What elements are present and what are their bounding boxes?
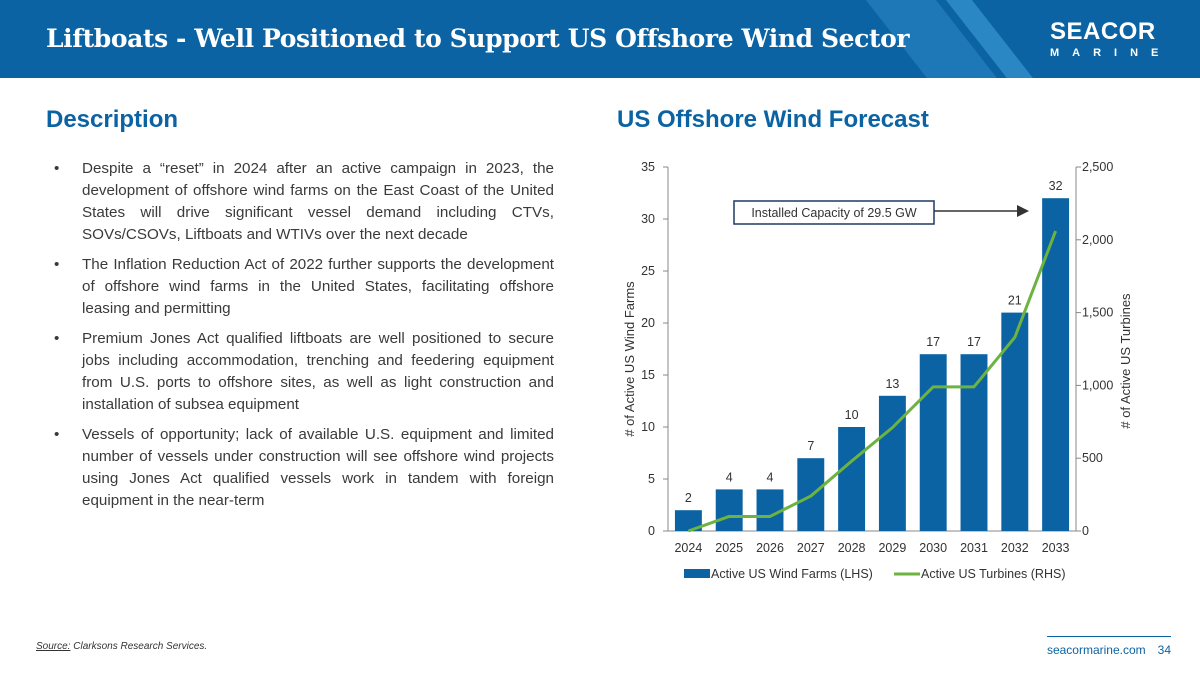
x-tick-label: 2027 <box>797 541 825 555</box>
x-tick-label: 2029 <box>878 541 906 555</box>
logo-subtitle: MARINE <box>1050 47 1172 59</box>
description-list: • Despite a “reset” in 2024 after an acti… <box>46 158 554 520</box>
left-tick-label: 10 <box>641 420 655 434</box>
y-axis-left-label: # of Active US Wind Farms <box>622 281 637 437</box>
annotation-box <box>733 200 935 225</box>
logo-wordmark: SEACOR <box>1050 18 1156 45</box>
footer-divider <box>1047 636 1171 637</box>
header-banner: Liftboats - Well Positioned to Support U… <box>0 0 1200 78</box>
bar-2026 <box>756 489 784 531</box>
left-tick-label: 15 <box>641 368 655 382</box>
x-axis-ticks: 2024 2025 2026 2027 2028 2029 2030 2031 2032 2033 <box>674 541 1069 555</box>
annotation-text: Installed Capacity of 29.5 GW <box>751 206 917 220</box>
forecast-heading: US Offshore Wind Forecast <box>617 106 929 133</box>
source-note: Source: Clarksons Research Services. <box>36 641 207 652</box>
right-axis-ticks: 0 500 1,000 1,500 2,000 2,500 <box>1076 160 1113 538</box>
legend-bar-swatch <box>684 569 710 578</box>
bar-2024 <box>674 510 702 531</box>
x-tick-label: 2030 <box>919 541 947 555</box>
bar-2029 <box>878 395 906 531</box>
x-tick-label: 2028 <box>838 541 866 555</box>
x-tick-label: 2026 <box>756 541 784 555</box>
left-axis-ticks: 0 5 10 15 20 25 30 35 <box>641 160 668 538</box>
legend-line-label: Active US Turbines (RHS) <box>921 567 1065 581</box>
right-tick-label: 2,000 <box>1082 233 1113 247</box>
description-heading: Description <box>46 106 179 133</box>
x-tick-label: 2032 <box>1001 541 1029 555</box>
bar-value-label: 21 <box>1008 294 1022 308</box>
x-tick-label: 2024 <box>674 541 702 555</box>
source-text: Clarksons Research Services. <box>70 641 208 652</box>
x-tick-label: 2025 <box>715 541 743 555</box>
bullet-text: Premium Jones Act qualified liftboats ar… <box>82 330 554 413</box>
source-label: Source: <box>36 641 71 652</box>
left-tick-label: 20 <box>641 316 655 330</box>
list-item: • Despite a “reset” in 2024 after an acti… <box>46 158 554 246</box>
legend-bar-label: Active US Wind Farms (LHS) <box>711 567 873 581</box>
bar-2033 <box>1042 198 1070 531</box>
left-tick-label: 5 <box>648 472 655 486</box>
list-item: • Premium Jones Act qualified liftboats a… <box>46 328 554 416</box>
list-item: • The Inflation Reduction Act of 2022 fur… <box>46 254 554 320</box>
seacor-logo: SEACOR MARINE <box>1050 20 1180 60</box>
list-item: • Vessels of opportunity; lack of availab… <box>46 424 554 512</box>
bullet-icon: • <box>54 160 60 177</box>
right-tick-label: 1,500 <box>1082 306 1113 320</box>
chart-legend: Active US Wind Farms (LHS) Active US Tur… <box>684 567 1065 581</box>
bar-value-label: 10 <box>845 408 859 422</box>
bullet-icon: • <box>54 426 60 443</box>
bar-series <box>674 198 1070 531</box>
bullet-text: Despite a “reset” in 2024 after an activ… <box>82 160 554 243</box>
left-tick-label: 30 <box>641 212 655 226</box>
bar-2028 <box>838 427 866 531</box>
page-title: Liftboats - Well Positioned to Support U… <box>46 24 910 53</box>
left-tick-label: 25 <box>641 264 655 278</box>
page-number: 34 <box>1157 643 1171 657</box>
bar-value-label: 17 <box>967 335 981 349</box>
bar-value-label: 17 <box>926 335 940 349</box>
bar-value-label: 2 <box>685 491 692 505</box>
data-labels: 2 4 4 7 10 13 17 17 21 32 <box>685 179 1063 505</box>
turbines-line <box>687 230 1058 533</box>
right-tick-label: 2,500 <box>1082 160 1113 174</box>
right-tick-label: 1,000 <box>1082 378 1113 392</box>
right-tick-label: 500 <box>1082 451 1103 465</box>
left-tick-label: 35 <box>641 160 655 174</box>
left-tick-label: 0 <box>648 524 655 538</box>
bar-2032 <box>1001 312 1029 531</box>
bar-value-label: 4 <box>726 470 733 484</box>
y-axis-right-label: # of Active US Turbines <box>1118 293 1133 429</box>
bar-value-label: 13 <box>885 377 899 391</box>
bullet-text: Vessels of opportunity; lack of availabl… <box>82 426 554 509</box>
bar-value-label: 32 <box>1049 179 1063 193</box>
bullet-text: The Inflation Reduction Act of 2022 furt… <box>82 256 554 317</box>
bullet-icon: • <box>54 256 60 273</box>
bar-value-label: 7 <box>807 439 814 453</box>
bar-2030 <box>919 354 947 531</box>
bar-value-label: 4 <box>767 470 774 484</box>
bullet-icon: • <box>54 330 60 347</box>
right-tick-label: 0 <box>1082 524 1089 538</box>
footer: seacormarine.com 34 <box>1047 643 1171 657</box>
x-tick-label: 2031 <box>960 541 988 555</box>
x-tick-label: 2033 <box>1042 541 1070 555</box>
bar-2025 <box>715 489 743 531</box>
bar-2031 <box>960 354 988 531</box>
footer-link[interactable]: seacormarine.com <box>1046 643 1146 657</box>
